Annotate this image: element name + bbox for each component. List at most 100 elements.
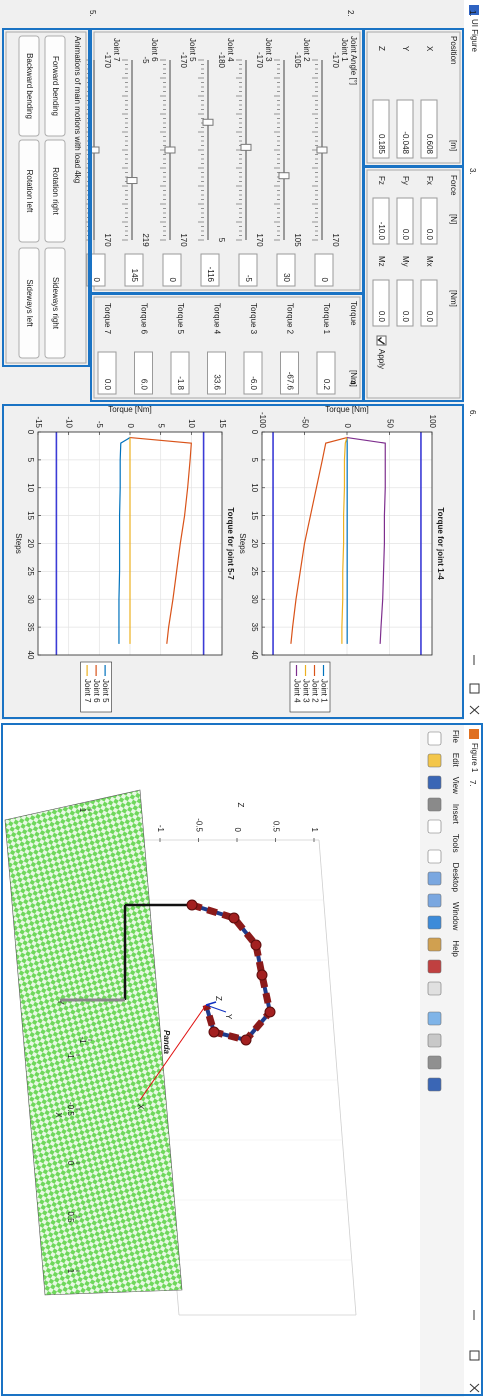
menu-item[interactable]: Insert xyxy=(451,804,460,825)
robot-joint xyxy=(241,1035,251,1045)
annotation-number: 7. xyxy=(468,780,477,787)
toolbar-icon[interactable] xyxy=(428,798,441,811)
button-label[interactable]: Forward bending xyxy=(51,56,60,116)
joint-value: 0 xyxy=(320,278,329,283)
robot-joint xyxy=(209,1027,219,1037)
toolbar-icon[interactable] xyxy=(428,820,441,833)
toolbar-icon[interactable] xyxy=(428,754,441,767)
legend-label: Joint 6 xyxy=(92,679,101,703)
y-tick-label: 1 xyxy=(78,808,87,813)
torque-value: 6.0 xyxy=(139,379,148,391)
menu-item[interactable]: View xyxy=(451,777,460,794)
field-value: 0.0 xyxy=(425,311,434,323)
x-tick-label: 15 xyxy=(26,511,35,520)
toolbar-icon[interactable] xyxy=(428,894,441,907)
toolbar-icon[interactable] xyxy=(428,1056,441,1069)
toolbar-icon[interactable] xyxy=(428,938,441,951)
slider-thumb[interactable] xyxy=(241,144,251,150)
toolbar-icon[interactable] xyxy=(428,1034,441,1047)
y-tick-label: -100 xyxy=(258,412,267,429)
slider-thumb[interactable] xyxy=(317,147,327,153)
field-value: -10.0 xyxy=(377,222,386,241)
torque-label: Torque 6 xyxy=(139,303,148,335)
field-value: 0.0 xyxy=(401,311,410,323)
torque-value: -67.6 xyxy=(285,372,294,391)
torque-value: 0.0 xyxy=(103,379,112,391)
joint-value: 145 xyxy=(130,269,139,283)
menu-item[interactable]: Desktop xyxy=(451,863,460,893)
z-tick-label: 0.5 xyxy=(271,821,280,833)
annotation-number: 4. xyxy=(348,380,357,387)
slider-max: 170 xyxy=(331,233,340,247)
joint-value: -116 xyxy=(206,267,215,283)
panel-title: Torque xyxy=(349,301,358,326)
field-value: 0.185 xyxy=(377,134,386,155)
toolbar-icon[interactable] xyxy=(428,982,441,995)
z-tick-label: 0 xyxy=(233,828,242,833)
menu-item[interactable]: Tools xyxy=(451,834,460,853)
button-label[interactable]: Sideways left xyxy=(25,279,34,327)
joint-label: Joint 7 xyxy=(112,38,121,62)
button-label[interactable]: Sideways right xyxy=(51,277,60,330)
robot-joint xyxy=(251,940,261,950)
slider-max: 5 xyxy=(217,238,226,243)
toolbar-icon[interactable] xyxy=(428,872,441,885)
legend-label: Joint 1 xyxy=(319,679,328,703)
toolbar-icon[interactable] xyxy=(428,732,441,745)
z-tick-label: -1 xyxy=(156,825,165,833)
field-label: Mx xyxy=(425,256,434,267)
x-tick-label: -1 xyxy=(66,1051,75,1059)
torque-label: Torque 3 xyxy=(249,303,258,335)
x-tick-label: 0 xyxy=(26,430,35,435)
apply-label[interactable]: Apply xyxy=(377,349,386,369)
slider-thumb[interactable] xyxy=(203,119,213,125)
slider-max: 105 xyxy=(293,233,302,247)
x-axis-label: X xyxy=(54,1112,63,1118)
joint-label: Joint 3 xyxy=(264,38,273,62)
menu-item[interactable]: Edit xyxy=(451,753,460,768)
x-tick-label: -0.5 xyxy=(66,1102,75,1116)
y-tick-label: 10 xyxy=(187,419,196,428)
button-label[interactable]: Backward bending xyxy=(25,53,34,119)
joint-label: Joint 6 xyxy=(150,38,159,62)
joint-label: Joint 5 xyxy=(188,38,197,62)
toolbar-icon[interactable] xyxy=(428,1012,441,1025)
app-icon xyxy=(469,729,479,739)
slider-thumb[interactable] xyxy=(165,147,175,153)
menu-item[interactable]: Help xyxy=(451,940,460,957)
toolbar-icon[interactable] xyxy=(428,916,441,929)
slider-min: -170 xyxy=(255,52,264,69)
frame-label: X xyxy=(136,1104,145,1110)
torque-label: Torque 1 xyxy=(322,303,331,335)
toolbar-icon[interactable] xyxy=(428,1078,441,1091)
button-label[interactable]: Rotation left xyxy=(25,170,34,213)
y-tick-label: 5 xyxy=(157,424,166,429)
field-value: 0.0 xyxy=(377,311,386,323)
screenshot: UI FigurePosition[m]X0.608Y-0.048Z0.185F… xyxy=(0,0,484,1397)
field-label: Y xyxy=(401,46,410,52)
y-tick-label: 50 xyxy=(385,419,394,428)
menu-item[interactable]: Window xyxy=(451,902,460,931)
joint-label: Joint 1 xyxy=(340,38,349,62)
x-axis-label: Steps xyxy=(14,533,23,553)
x-tick-label: 5 xyxy=(250,458,259,463)
menu-item[interactable]: File xyxy=(451,730,460,743)
robot-joint xyxy=(265,1007,275,1017)
toolbar-icon[interactable] xyxy=(428,850,441,863)
toolbar-icon[interactable] xyxy=(428,776,441,789)
y-tick-label: 0 xyxy=(126,424,135,429)
y-tick-label: -10 xyxy=(65,416,74,428)
slider-thumb[interactable] xyxy=(127,178,137,184)
button-label[interactable]: Rotation right xyxy=(51,167,60,215)
x-tick-label: 40 xyxy=(26,651,35,660)
slider-thumb[interactable] xyxy=(279,173,289,179)
chart-title: Torque for joint 1-4 xyxy=(436,507,445,580)
z-tick-label: -0.5 xyxy=(194,818,203,832)
toolbar-icon[interactable] xyxy=(428,960,441,973)
torque-value: 0.2 xyxy=(322,379,331,391)
annotation-number: 2. xyxy=(346,10,355,17)
slider-min: -170 xyxy=(331,52,340,69)
x-tick-label: 0 xyxy=(66,1161,75,1166)
panel-title: Joint Angle [°] xyxy=(349,36,358,85)
x-tick-label: 15 xyxy=(250,511,259,520)
